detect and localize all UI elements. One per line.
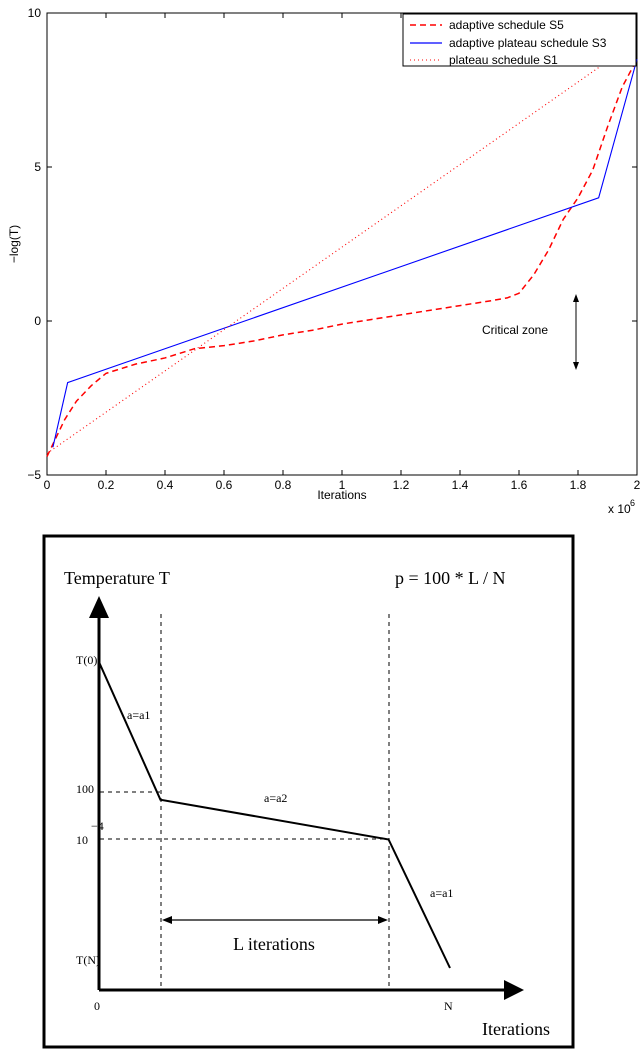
critical-zone-arrow <box>573 294 579 370</box>
x-axis-arrowhead <box>504 980 524 1000</box>
y-ticks: −5 0 5 10 <box>27 6 637 482</box>
x-ticks: 0 0.2 0.4 0.6 0.8 1 1.2 1.4 1.6 1.8 2 <box>44 13 641 492</box>
plot-frame <box>46 12 638 476</box>
y-axis-label: −log(T) <box>7 225 21 263</box>
legend-label-s5: adaptive schedule S5 <box>449 18 564 32</box>
x-tick-label: 0.6 <box>216 478 233 492</box>
segment-label-2: a=a2 <box>264 791 287 805</box>
legend-box <box>402 13 637 67</box>
ytick-1e-4-exponent: −4 <box>91 819 104 833</box>
l-iterations-label: L iterations <box>233 934 315 954</box>
schedule-line <box>98 661 451 969</box>
x-tick-label: 1.8 <box>570 478 587 492</box>
x-tick-label: 1 <box>339 478 346 492</box>
schedule-polyline <box>98 661 451 969</box>
diagram-y-axis-label: Temperature T <box>64 568 170 588</box>
x-exponent-label: x 10 <box>608 502 631 516</box>
x-tick-label: 0.2 <box>98 478 115 492</box>
formula-label: p = 100 * L / N <box>395 568 505 588</box>
y-tick-label: 0 <box>34 314 41 328</box>
x-tick-label: 0.8 <box>275 478 292 492</box>
y-tick-label: 5 <box>34 160 41 174</box>
diagram-frame <box>42 534 575 1049</box>
critical-zone-label: Critical zone <box>482 323 548 337</box>
l-iterations-arrow <box>162 916 388 924</box>
y-tick-label: −5 <box>27 468 41 482</box>
y-axis-arrowhead <box>89 596 109 618</box>
xtick-n: N <box>444 999 453 1013</box>
series-lines <box>46 40 638 457</box>
ytick-100: 100 <box>76 782 94 796</box>
y-tick-label: 10 <box>28 6 42 20</box>
legend: adaptive schedule S5 adaptive plateau sc… <box>402 13 637 67</box>
xtick-0: 0 <box>94 999 100 1013</box>
x-tick-label: 0.4 <box>157 478 174 492</box>
series-line-1 <box>46 58 638 457</box>
ytick-t0: T(0) <box>76 653 97 667</box>
legend-label-s1: plateau schedule S1 <box>449 53 558 67</box>
series-line-2 <box>52 59 638 448</box>
x-tick-label: 0 <box>44 478 51 492</box>
segment-label-1: a=a1 <box>127 708 150 722</box>
series-line-3 <box>46 40 638 454</box>
legend-label-s3: adaptive plateau schedule S3 <box>449 36 607 50</box>
diagram-x-axis-label: Iterations <box>482 1019 550 1039</box>
x-exponent-power: 6 <box>630 498 635 508</box>
x-tick-label: 1.2 <box>393 478 410 492</box>
guide-lines <box>100 614 390 988</box>
ytick-1e-4: 10 <box>76 833 88 847</box>
x-axis-label: Iterations <box>317 488 366 502</box>
x-tick-label: 2 <box>634 478 641 492</box>
segment-label-3: a=a1 <box>430 886 453 900</box>
x-tick-label: 1.4 <box>452 478 469 492</box>
ytick-tn: T(N) <box>76 953 100 967</box>
x-tick-label: 1.6 <box>511 478 528 492</box>
